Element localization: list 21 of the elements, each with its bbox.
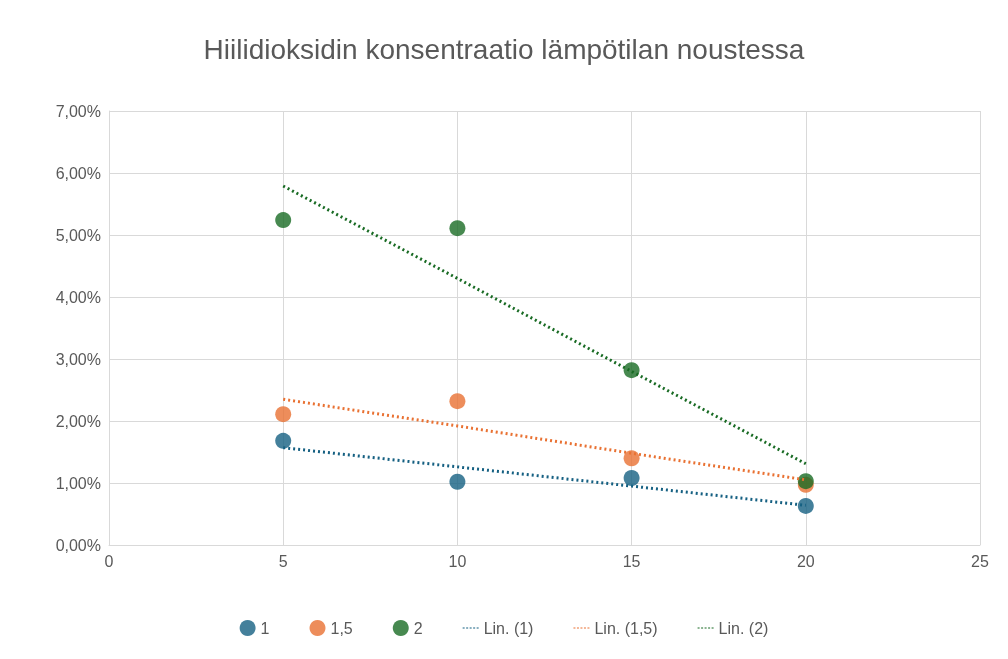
legend-label: Lin. (1,5) bbox=[594, 619, 658, 637]
y-tick-label: 0,00% bbox=[55, 536, 101, 554]
y-tick-label: 3,00% bbox=[55, 350, 101, 368]
x-tick-label: 5 bbox=[278, 552, 288, 570]
y-tick-label: 5,00% bbox=[55, 226, 101, 244]
y-tick-label: 1,00% bbox=[55, 474, 101, 492]
y-tick-label: 4,00% bbox=[55, 288, 101, 306]
legend-label: 2 bbox=[413, 619, 423, 637]
legend-label: 1,5 bbox=[330, 619, 353, 637]
x-tick-label: 15 bbox=[622, 552, 641, 570]
legend-label: 1 bbox=[260, 619, 270, 637]
chart-title: Hiilidioksidin konsentraatio lämpötilan noustessa bbox=[203, 33, 805, 65]
x-tick-label: 0 bbox=[104, 552, 114, 570]
x-tick-label: 10 bbox=[448, 552, 467, 570]
y-tick-label: 7,00% bbox=[55, 102, 101, 120]
legend-label: Lin. (2) bbox=[718, 619, 769, 637]
x-tick-label: 20 bbox=[796, 552, 815, 570]
y-tick-label: 2,00% bbox=[55, 412, 101, 430]
y-tick-label: 6,00% bbox=[55, 164, 101, 182]
legend-label: Lin. (1) bbox=[483, 619, 534, 637]
x-tick-label: 25 bbox=[971, 552, 989, 570]
